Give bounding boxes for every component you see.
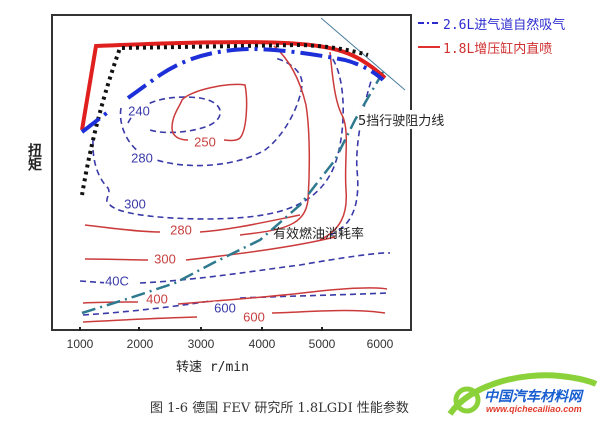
legend-item-1-8l: 1.8L增压缸内直喷 — [443, 42, 553, 57]
watermark-at-logo — [453, 386, 481, 414]
contour-label-red-280: 280 — [169, 222, 193, 238]
power-hyperbola-line — [320, 17, 406, 91]
contour-label-red-600: 600 — [242, 309, 266, 325]
contour-label-blue-400: 40C — [104, 273, 130, 289]
x-tick-2000: 2000 — [126, 337, 154, 351]
contour-label-red-400: 400 — [145, 291, 169, 307]
legend-frame — [410, 15, 440, 60]
annotation-bsfc: 有效燃油消耗率 — [273, 227, 365, 242]
x-tick-3000: 3000 — [187, 337, 215, 351]
annotation-resistance-line: 5挡行驶阻力线 — [358, 110, 445, 129]
contour-label-red-250: 250 — [193, 134, 217, 150]
figure-caption: 图 1-6 德国 FEV 研究所 1.8LGDI 性能参数 — [150, 401, 409, 416]
red-full-load-curve — [80, 40, 387, 131]
x-axis-label: 转速 r/min — [176, 360, 249, 375]
red-contours — [82, 45, 388, 323]
blue-full-load-curve — [80, 46, 385, 134]
x-tick-1000: 1000 — [66, 337, 94, 351]
y-axis-label: 扭矩 — [26, 143, 42, 171]
x-tick-5000: 5000 — [308, 337, 336, 351]
legend-item-2-6l: 2.6L进气道自然吸气 — [443, 18, 566, 33]
watermark-url: www.qichecailiao.com — [486, 404, 582, 414]
contour-label-blue-240: 240 — [127, 103, 151, 119]
plot-frame — [51, 14, 412, 331]
resistance-line — [81, 71, 385, 315]
contour-label-blue-600: 600 — [213, 300, 237, 316]
contour-label-red-300: 300 — [153, 251, 177, 267]
x-tick-6000: 6000 — [366, 337, 394, 351]
x-ticks — [79, 327, 323, 331]
watermark-title: 中国汽车材料网 — [484, 389, 582, 405]
watermark-swoosh — [447, 372, 598, 416]
x-tick-4000: 4000 — [248, 337, 276, 351]
contour-label-blue-300: 300 — [123, 196, 147, 212]
contour-label-blue-280: 280 — [130, 150, 154, 166]
